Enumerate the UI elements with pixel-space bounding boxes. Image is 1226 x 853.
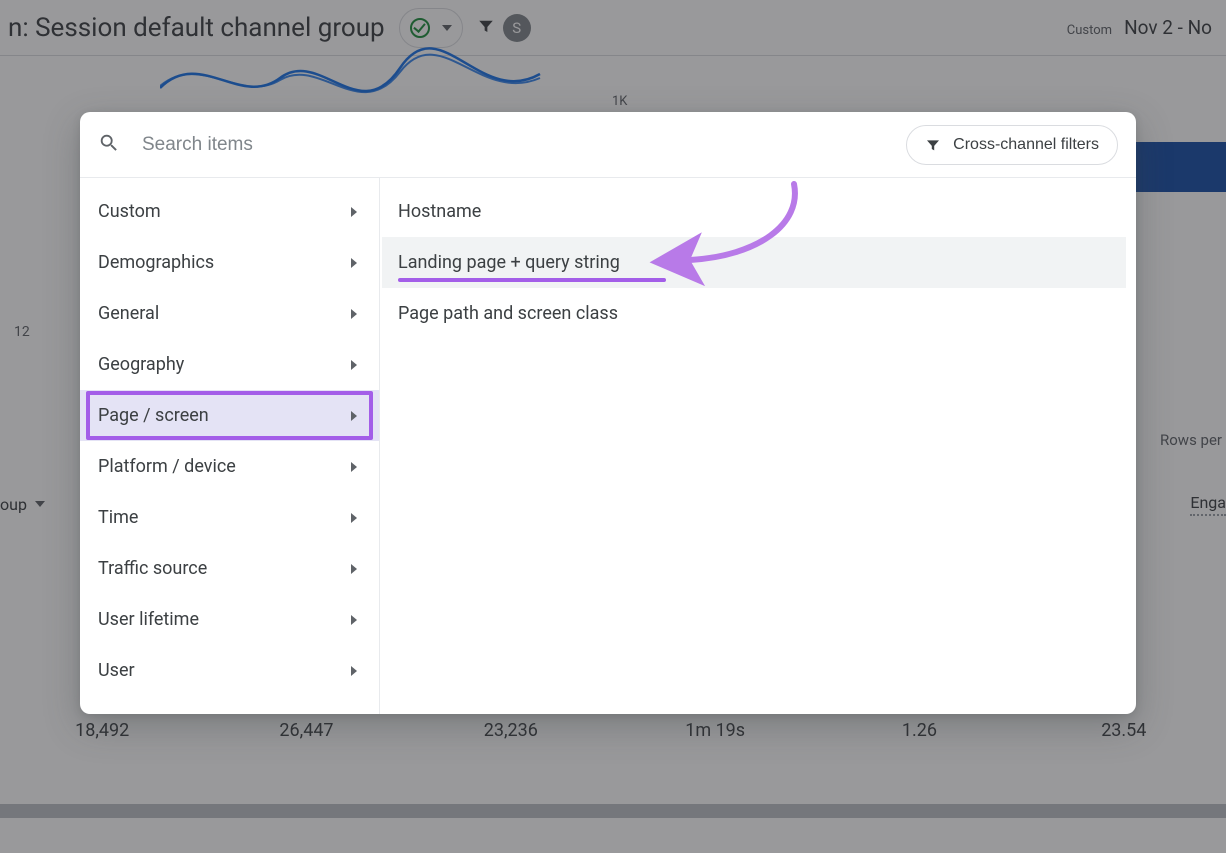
category-item-time[interactable]: Time [80, 492, 379, 543]
category-label: Geography [98, 354, 184, 375]
category-label: General [98, 303, 159, 324]
category-item-demographics[interactable]: Demographics [80, 237, 379, 288]
dimension-picker-modal: Cross-channel filters Custom Demographic… [80, 112, 1136, 714]
category-item-custom[interactable]: Custom [80, 186, 379, 237]
category-item-platform-device[interactable]: Platform / device [80, 441, 379, 492]
chevron-right-icon [351, 462, 357, 472]
category-label: Platform / device [98, 456, 236, 477]
chevron-right-icon [351, 666, 357, 676]
category-item-geography[interactable]: Geography [80, 339, 379, 390]
modal-body: Custom Demographics General Geography Pa… [80, 178, 1136, 714]
category-label: User [98, 660, 135, 681]
chevron-right-icon [351, 615, 357, 625]
category-item-general[interactable]: General [80, 288, 379, 339]
chevron-right-icon [351, 411, 357, 421]
category-label: Demographics [98, 252, 214, 273]
chevron-right-icon [351, 207, 357, 217]
category-label: User lifetime [98, 609, 199, 630]
category-label: Page / screen [98, 405, 209, 426]
category-item-user[interactable]: User [80, 645, 379, 696]
annotation-underline [398, 278, 666, 282]
search-input[interactable] [142, 134, 884, 156]
option-list: Hostname Landing page + query string Pag… [380, 178, 1136, 714]
option-item-landing-page-query-string[interactable]: Landing page + query string [382, 237, 1126, 288]
option-label: Page path and screen class [398, 303, 618, 324]
cross-channel-filters-label: Cross-channel filters [953, 136, 1099, 154]
category-label: Custom [98, 201, 161, 222]
category-label: Time [98, 507, 138, 528]
category-item-page-screen[interactable]: Page / screen [80, 390, 379, 441]
chevron-right-icon [351, 564, 357, 574]
option-item-page-path-screen-class[interactable]: Page path and screen class [382, 288, 1126, 339]
filter-icon [925, 137, 941, 153]
category-label: Traffic source [98, 558, 207, 579]
cross-channel-filters-button[interactable]: Cross-channel filters [906, 125, 1118, 165]
modal-search-bar: Cross-channel filters [80, 112, 1136, 178]
chevron-right-icon [351, 513, 357, 523]
category-list: Custom Demographics General Geography Pa… [80, 178, 380, 714]
option-label: Hostname [398, 201, 481, 222]
chevron-right-icon [351, 360, 357, 370]
category-item-user-lifetime[interactable]: User lifetime [80, 594, 379, 645]
chevron-right-icon [351, 258, 357, 268]
option-item-hostname[interactable]: Hostname [382, 186, 1126, 237]
search-icon [98, 132, 120, 158]
chevron-right-icon [351, 309, 357, 319]
category-item-traffic-source[interactable]: Traffic source [80, 543, 379, 594]
option-label: Landing page + query string [398, 252, 620, 273]
